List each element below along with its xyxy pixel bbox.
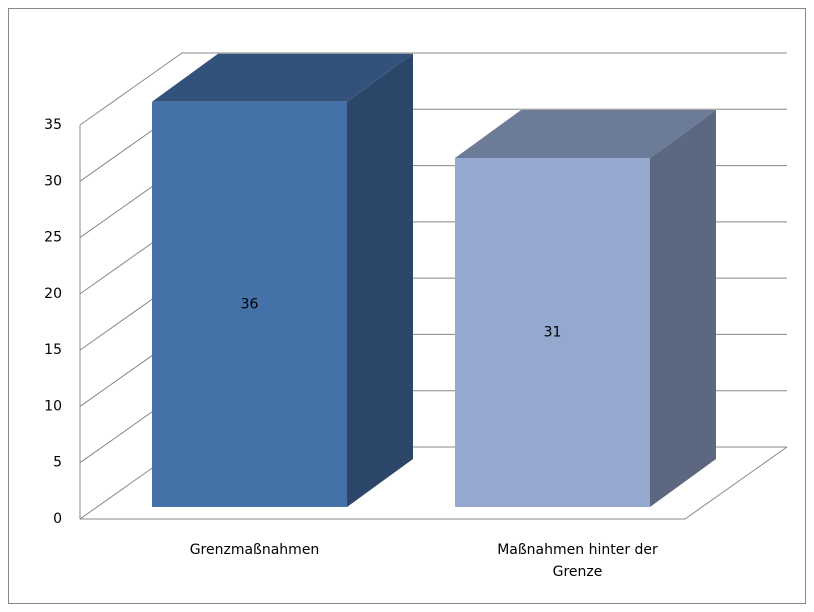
y-tick-label: 10 <box>44 398 62 414</box>
bar-side <box>650 110 716 508</box>
data-label: 31 <box>544 325 562 341</box>
bar-side <box>347 53 413 507</box>
data-label: 36 <box>241 296 259 312</box>
y-tick-label: 20 <box>44 286 62 302</box>
floor <box>80 446 788 520</box>
bar-top <box>152 53 413 102</box>
bar-top <box>455 110 716 159</box>
y-tick-label: 15 <box>44 342 62 358</box>
bar-front <box>455 158 650 507</box>
y-tick-label: 0 <box>53 511 62 527</box>
y-tick-label: 5 <box>53 455 62 471</box>
grid-line <box>79 52 787 126</box>
y-tick-label: 35 <box>44 117 62 133</box>
y-tick-label: 30 <box>44 173 62 189</box>
bar <box>455 110 716 508</box>
y-tick-label: 25 <box>44 230 62 246</box>
x-tick-label: Grenzmaßnahmen <box>189 542 320 558</box>
x-tick-label: Maßnahmen hinter der Grenze <box>497 542 658 580</box>
bar <box>152 53 413 507</box>
bar-front <box>152 101 347 507</box>
